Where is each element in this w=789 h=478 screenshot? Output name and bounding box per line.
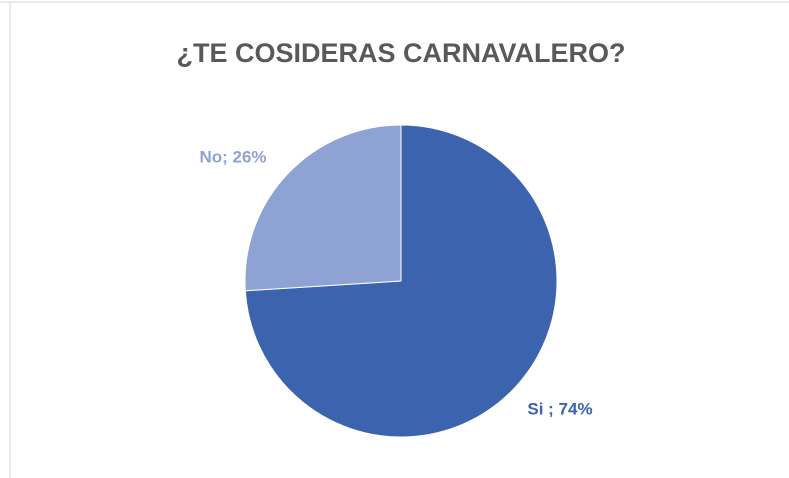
data-label: No; 26% [199,147,266,166]
data-label: Si ; 74% [527,399,592,418]
chart-title: ¿TE COSIDERAS CARNAVALERO? [176,38,625,68]
pie-slice [244,124,402,292]
